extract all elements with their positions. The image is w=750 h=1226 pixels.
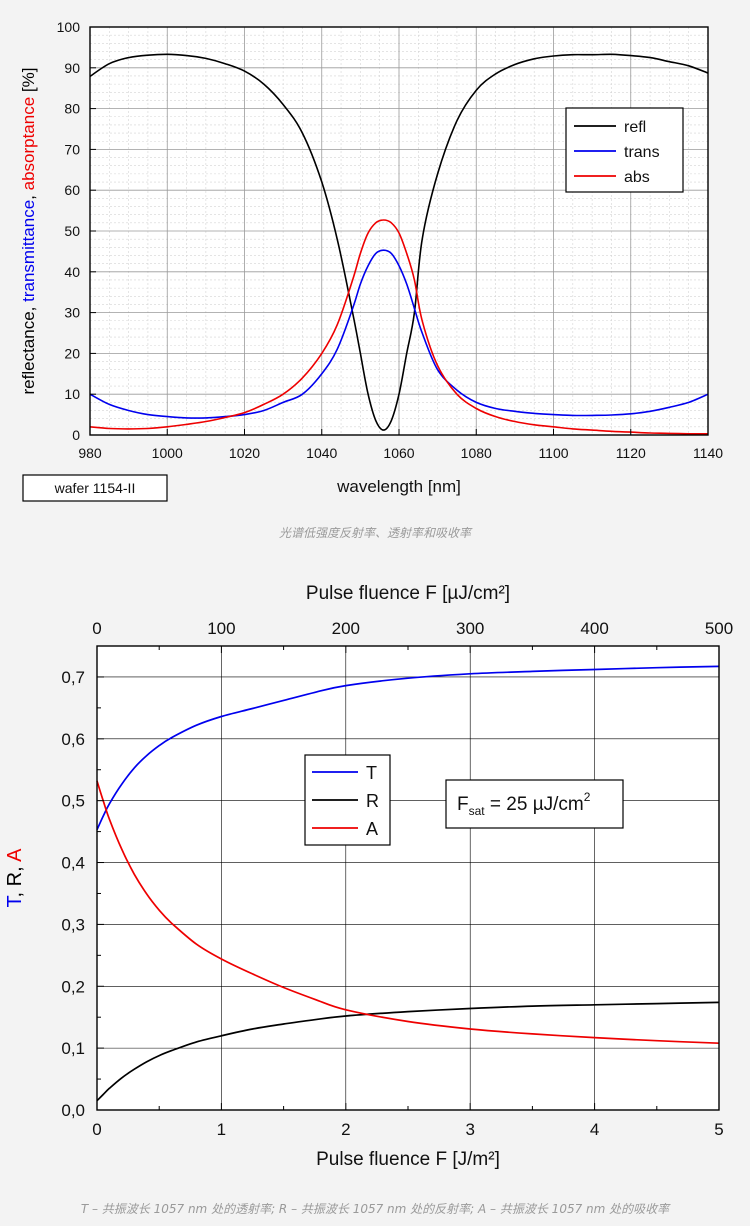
series-line-abs bbox=[89, 219, 708, 435]
y-tick-label: 60 bbox=[64, 182, 80, 198]
y-axis-label-part: absorptance bbox=[19, 97, 38, 191]
series-line-trans bbox=[89, 249, 709, 419]
y-tick-label: 20 bbox=[64, 345, 80, 361]
y-tick-label: 10 bbox=[64, 386, 80, 402]
spectral-chart-panel: 980 1000 1020 1040 1060 1080 1100 1120 1140 0 10 20… bbox=[0, 0, 750, 510]
y-axis-label-part: , bbox=[19, 190, 38, 199]
series-line-A bbox=[96, 780, 720, 1045]
fsat-annotation-box bbox=[445, 779, 624, 829]
x2-tick-label: 100 bbox=[207, 619, 235, 638]
series-line-T bbox=[96, 665, 720, 831]
x-axis-label: wavelength [nm] bbox=[336, 477, 461, 496]
y-axis-label-part: [%] bbox=[19, 68, 38, 97]
sample-label-box bbox=[22, 474, 168, 502]
x-tick-label: 1080 bbox=[461, 445, 492, 461]
y-tick-label: 0 bbox=[72, 427, 80, 443]
y-tick-label: 30 bbox=[64, 305, 80, 321]
spectral-chart: 980 1000 1020 1040 1060 1080 1100 1120 114001020… bbox=[19, 19, 723, 502]
legend-label-A: A bbox=[366, 819, 378, 839]
x-axis-label: Pulse fluence F [J/m²] bbox=[316, 1149, 500, 1170]
x-tick-label: 1040 bbox=[306, 445, 337, 461]
y-axis-label-part: , bbox=[4, 886, 26, 897]
y-tick-label: 0,0 bbox=[61, 1101, 85, 1120]
y-tick-label: 0,2 bbox=[61, 977, 85, 996]
legend: TRA bbox=[304, 754, 391, 846]
x-tick-label: 4 bbox=[590, 1120, 599, 1139]
x-tick-label: 980 bbox=[78, 445, 102, 461]
legend-label-R: R bbox=[366, 791, 379, 811]
y-axis-label-part: A bbox=[4, 848, 26, 862]
y-tick-label: 0,7 bbox=[61, 668, 85, 687]
legend-label-refl: refl bbox=[624, 119, 646, 136]
y-axis-label-part: reflectance, bbox=[19, 302, 38, 395]
x-tick-label: 1020 bbox=[229, 445, 260, 461]
x-tick-label: 1120 bbox=[616, 445, 646, 461]
fluence-chart-caption: T – 共振波长 1057 nm 处的透射率; R – 共振波长 1057 nm… bbox=[80, 1202, 670, 1216]
fsat-superscript: 2 bbox=[584, 790, 591, 804]
x2-tick-label: 500 bbox=[705, 619, 733, 638]
plot-area bbox=[97, 646, 719, 1110]
legend-label-T: T bbox=[366, 763, 377, 783]
legend: refl trans abs bbox=[565, 107, 684, 193]
y-tick-label: 0,6 bbox=[61, 730, 85, 749]
y-axis-label-part: T bbox=[4, 895, 26, 907]
sample-label: wafer 1154-II bbox=[54, 480, 136, 496]
fsat-annotation: Fsat = 25 µJ/cm2 bbox=[457, 790, 591, 818]
fluence-chart: 0 1 2 3 4 5 0 100 200 300 400 500 0,0 0,1 0,2 0,3 0,4 0,5… bbox=[4, 583, 733, 1170]
x-tick-label: 0 bbox=[92, 1120, 101, 1139]
spectral-chart-caption: 光谱低强度反射率、透射率和吸收率 bbox=[278, 526, 471, 540]
series-line-refl bbox=[89, 53, 709, 431]
y-axis-label: T, R, A bbox=[4, 848, 26, 908]
y-axis-label: reflectance, transmittance, absorptance … bbox=[19, 68, 38, 395]
legend-label-abs: abs bbox=[624, 169, 650, 186]
y-tick-label: 80 bbox=[64, 101, 80, 117]
x-tick-label: 1000 bbox=[152, 445, 183, 461]
x2-tick-label: 300 bbox=[456, 619, 484, 638]
legend-box bbox=[565, 107, 684, 193]
fluence-chart-panel: 0 1 2 3 4 5 0 100 200 300 400 500 0,0 0,1 0,2 0,3 0,4 0,5… bbox=[0, 575, 750, 1200]
y-tick-label: 70 bbox=[64, 141, 80, 157]
series-line-R bbox=[96, 1001, 720, 1102]
x-tick-label: 2 bbox=[341, 1120, 350, 1139]
y-tick-label: 50 bbox=[64, 223, 80, 239]
y-axis-label-part: transmittance bbox=[19, 200, 38, 302]
legend-label-trans: trans bbox=[624, 144, 660, 161]
fsat-subscript: sat bbox=[469, 804, 486, 818]
fsat-symbol: F bbox=[457, 794, 469, 815]
y-tick-label: 0,4 bbox=[61, 854, 85, 873]
fsat-value: = 25 µJ/cm bbox=[485, 794, 584, 815]
y-tick-label: 100 bbox=[57, 19, 81, 35]
x-tick-label: 1060 bbox=[383, 445, 414, 461]
y-tick-label: 40 bbox=[64, 264, 80, 280]
x2-axis-label: Pulse fluence F [µJ/cm²] bbox=[306, 583, 510, 604]
y-tick-label: 0,1 bbox=[61, 1039, 85, 1058]
y-tick-label: 0,5 bbox=[61, 792, 85, 811]
y-tick-label: 90 bbox=[64, 60, 80, 76]
x2-tick-label: 0 bbox=[92, 619, 101, 638]
x-tick-label: 5 bbox=[714, 1120, 723, 1139]
x2-tick-label: 400 bbox=[580, 619, 608, 638]
y-axis-label-part: , bbox=[4, 862, 26, 872]
x-tick-label: 3 bbox=[465, 1120, 474, 1139]
x-tick-label: 1 bbox=[217, 1120, 226, 1139]
x-tick-label: 1100 bbox=[538, 445, 568, 461]
x2-tick-label: 200 bbox=[332, 619, 360, 638]
y-axis-label-part: R bbox=[4, 872, 26, 886]
y-tick-label: 0,3 bbox=[61, 915, 85, 934]
x-tick-label: 1140 bbox=[693, 445, 723, 461]
